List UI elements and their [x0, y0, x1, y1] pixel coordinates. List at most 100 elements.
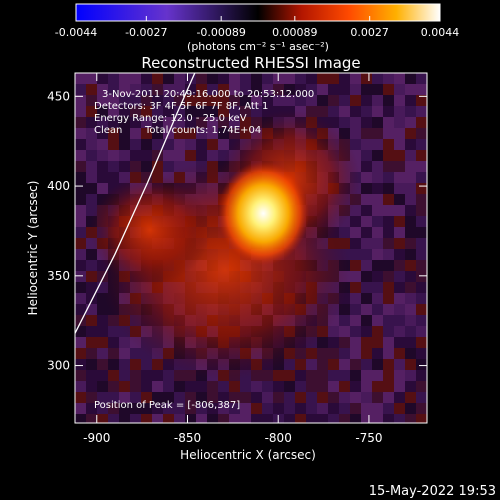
- heatmap-cell: [97, 392, 108, 403]
- heatmap-cell: [328, 73, 339, 84]
- heatmap-cell: [75, 205, 86, 216]
- heatmap-cell: [97, 359, 108, 370]
- heatmap-cell: [350, 238, 361, 249]
- heatmap-cell: [108, 150, 119, 161]
- heatmap-cell: [361, 84, 372, 95]
- heatmap-cell: [86, 293, 97, 304]
- heatmap-cell: [240, 117, 251, 128]
- heatmap-cell: [284, 73, 295, 84]
- heatmap-cell: [295, 392, 306, 403]
- heatmap-cell: [306, 381, 317, 392]
- heatmap-cell: [108, 106, 119, 117]
- heatmap-cell: [229, 381, 240, 392]
- heatmap-cell: [207, 84, 218, 95]
- heatmap-cell: [328, 106, 339, 117]
- heatmap-cell: [405, 106, 416, 117]
- heatmap-cell: [196, 381, 207, 392]
- heatmap-cell: [97, 161, 108, 172]
- heatmap-cell: [97, 172, 108, 183]
- heatmap-cell: [383, 117, 394, 128]
- heatmap-cell: [394, 216, 405, 227]
- heatmap-cell: [152, 414, 163, 423]
- heatmap-cell: [383, 150, 394, 161]
- heatmap-cell: [405, 326, 416, 337]
- heatmap-cell: [361, 337, 372, 348]
- heatmap-cell: [405, 238, 416, 249]
- heatmap-cell: [306, 359, 317, 370]
- heatmap-cell: [383, 348, 394, 359]
- heatmap-cell: [284, 84, 295, 95]
- heatmap-cell: [394, 293, 405, 304]
- heatmap-cell: [207, 73, 218, 84]
- heatmap-cell: [350, 326, 361, 337]
- heatmap-cell: [416, 172, 427, 183]
- heatmap-cell: [339, 414, 350, 423]
- heatmap-cell: [405, 139, 416, 150]
- heatmap-cell: [383, 293, 394, 304]
- heatmap-cell: [394, 370, 405, 381]
- heatmap-cell: [152, 128, 163, 139]
- heatmap-cell: [416, 370, 427, 381]
- heatmap-cell: [130, 381, 141, 392]
- heatmap-cell: [108, 315, 119, 326]
- footer-timestamp: 15-May-2022 19:53: [369, 484, 496, 499]
- heatmap-cell: [273, 84, 284, 95]
- heatmap-cell: [218, 84, 229, 95]
- heatmap-cell: [339, 117, 350, 128]
- heatmap-cell: [361, 205, 372, 216]
- heatmap-cell: [86, 73, 97, 84]
- heatmap-cell: [86, 403, 97, 414]
- heatmap-cell: [119, 150, 130, 161]
- heatmap-cell: [119, 381, 130, 392]
- heatmap-cell: [317, 84, 328, 95]
- heatmap-cell: [372, 194, 383, 205]
- heatmap-cell: [130, 117, 141, 128]
- heatmap-cell: [97, 183, 108, 194]
- heatmap-cell: [383, 260, 394, 271]
- heatmap-cell: [350, 73, 361, 84]
- heatmap-cell: [394, 337, 405, 348]
- heatmap-cell: [405, 95, 416, 106]
- heatmap-cell: [108, 117, 119, 128]
- heatmap-cell: [119, 172, 130, 183]
- heatmap-cell: [372, 227, 383, 238]
- heatmap-cell: [383, 73, 394, 84]
- heatmap-cell: [207, 95, 218, 106]
- heatmap-cell: [350, 370, 361, 381]
- y-axis: 300 350 400 450: [47, 89, 427, 373]
- heatmap-cell: [207, 403, 218, 414]
- heatmap-cell: [218, 117, 229, 128]
- heatmap-cell: [185, 414, 196, 423]
- heatmap-cell: [405, 150, 416, 161]
- heatmap-cell: [185, 106, 196, 117]
- heatmap-cell: [141, 392, 152, 403]
- heatmap-cell: [207, 381, 218, 392]
- colorbar-tick-label: -0.0044: [55, 26, 97, 39]
- heatmap-cell: [97, 381, 108, 392]
- heatmap-cell: [152, 161, 163, 172]
- heatmap-cell: [394, 172, 405, 183]
- heatmap-cell: [262, 414, 273, 423]
- heatmap-cell: [416, 238, 427, 249]
- heatmap-cell: [372, 172, 383, 183]
- heatmap-cell: [317, 392, 328, 403]
- heatmap-cell: [196, 403, 207, 414]
- heatmap-cell: [416, 84, 427, 95]
- heatmap-cell: [75, 359, 86, 370]
- heatmap-cell: [372, 106, 383, 117]
- heatmap-cell: [218, 106, 229, 117]
- y-tick-label: 450: [47, 89, 70, 103]
- heatmap-cell: [75, 381, 86, 392]
- heatmap-cell: [86, 359, 97, 370]
- heatmap-cell: [328, 348, 339, 359]
- heatmap-cell: [383, 359, 394, 370]
- heatmap-cell: [108, 392, 119, 403]
- y-tick-label: 400: [47, 179, 70, 193]
- heatmap-cell: [75, 282, 86, 293]
- heatmap-cell: [86, 128, 97, 139]
- heatmap-cell: [130, 73, 141, 84]
- heatmap-cell: [317, 95, 328, 106]
- heatmap-cell: [262, 403, 273, 414]
- heatmap-cell: [317, 73, 328, 84]
- heatmap-cell: [405, 293, 416, 304]
